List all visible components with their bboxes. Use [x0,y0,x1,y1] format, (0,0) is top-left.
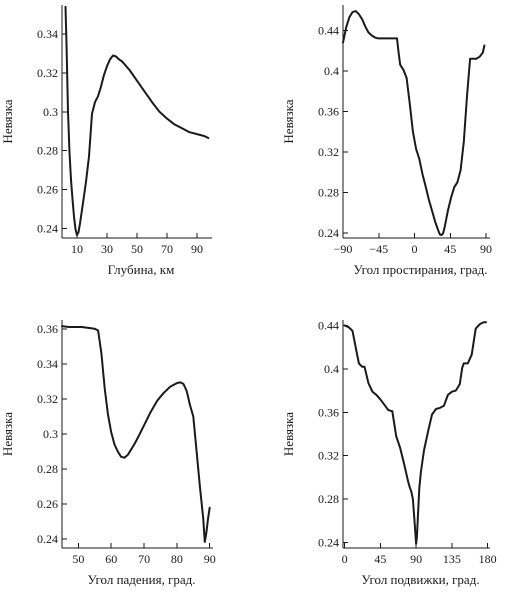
misfit-curve [342,10,486,236]
x-axis-title: Глубина, км [108,262,175,277]
y-tick-label: 0.4 [324,64,339,78]
x-axis-title: Угол простирания, град. [354,262,488,277]
x-tick-label: 60 [105,552,117,566]
y-tick-label: 0.36 [318,104,339,118]
y-tick-label: 0.3 [43,105,58,119]
chart-panel-1: 0.24 0.26 0.28 0.3 0.32 0.34 10 30 50 70 90 Глубина… [0,5,212,277]
x-axis-title: Угол подвижки, град. [361,572,479,587]
x-tick-label: 80 [171,552,183,566]
y-tick-label: 0.26 [37,182,58,196]
y-tick-label: 0.44 [318,23,339,37]
y-axis-title: Невязка [281,412,296,456]
x-axis-title: Угол падения, град. [87,572,195,587]
y-tick-label: 0.4 [324,362,339,376]
y-tick-label: 0.36 [37,322,58,336]
x-tick-label: −45 [369,242,388,256]
misfit-curve [61,325,211,543]
y-tick-label: 0.26 [37,497,58,511]
x-tick-label: 70 [161,242,173,256]
x-tick-label: 135 [443,552,461,566]
y-tick-label: 0.32 [318,145,339,159]
misfit-curve [64,5,210,237]
y-axis-title: Невязка [281,99,296,143]
x-tick-label: 90 [204,552,216,566]
y-tick-label: 0.36 [318,405,339,419]
y-tick-label: 0.28 [37,462,58,476]
y-tick-label: 0.24 [37,532,58,546]
chart-panel-3: 0.24 0.26 0.28 0.3 0.32 0.34 0.36 50 60 70 80 90 Уго… [0,320,216,587]
y-tick-label: 0.3 [43,427,58,441]
x-tick-label: 45 [374,552,386,566]
x-tick-label: 90 [410,552,422,566]
y-tick-label: 0.24 [318,226,339,240]
y-axis-title: Невязка [0,412,15,456]
x-tick-label: 70 [138,552,150,566]
x-tick-label: 50 [72,552,84,566]
x-tick-label: 0 [412,242,418,256]
y-tick-label: 0.28 [318,492,339,506]
chart-panel-2: 0.24 0.28 0.32 0.36 0.4 0.44 −90 −45 0 45 90 Угол п… [281,5,492,277]
y-axis-title: Невязка [0,99,15,143]
y-tick-label: 0.24 [318,536,339,550]
x-tick-label: 180 [479,552,497,566]
x-tick-label: 30 [101,242,113,256]
x-tick-label: 10 [71,242,83,256]
y-tick-label: 0.44 [318,318,339,332]
y-tick-label: 0.28 [318,185,339,199]
y-tick-label: 0.28 [37,144,58,158]
y-tick-label: 0.32 [318,449,339,463]
x-tick-label: 50 [131,242,143,256]
y-tick-label: 0.32 [37,392,58,406]
x-tick-label: 0 [342,552,348,566]
y-tick-label: 0.32 [37,66,58,80]
misfit-curve [343,321,487,545]
x-tick-label: 45 [444,242,456,256]
y-tick-label: 0.34 [37,27,58,41]
x-tick-label: −90 [334,242,353,256]
x-tick-label: 90 [191,242,203,256]
x-tick-label: 90 [480,242,492,256]
y-tick-label: 0.34 [37,357,58,371]
y-tick-label: 0.24 [37,221,58,235]
